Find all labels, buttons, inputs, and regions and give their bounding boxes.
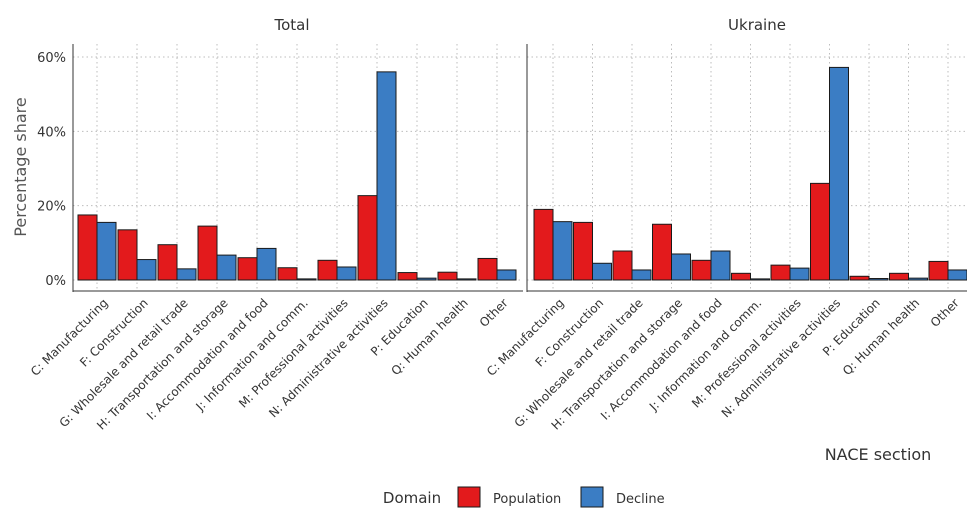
bar-decline — [457, 279, 476, 280]
bar-population — [534, 209, 553, 280]
bar-decline — [497, 270, 516, 280]
bar-decline — [948, 270, 967, 280]
bar-population — [358, 196, 377, 280]
bar-population — [78, 215, 97, 280]
bar-population — [398, 273, 417, 280]
bar-decline — [337, 267, 356, 280]
bar-population — [478, 258, 497, 280]
bar-decline — [593, 263, 612, 280]
bar-decline — [97, 222, 116, 280]
y-tick-label: 60% — [37, 51, 66, 66]
bar-decline — [869, 279, 888, 280]
bar-population — [732, 273, 751, 280]
bar-decline — [177, 269, 196, 280]
x-axis-label: NACE section — [825, 445, 932, 464]
bar-population — [278, 268, 297, 280]
bar-population — [158, 245, 177, 280]
legend-swatch-population — [458, 487, 480, 507]
x-tick-label: Q: Human health — [840, 296, 922, 378]
panel-title: Ukraine — [728, 16, 786, 34]
bar-population — [850, 276, 869, 280]
y-axis-label: Percentage share — [11, 97, 30, 236]
panel-title: Total — [273, 16, 309, 34]
bar-decline — [257, 248, 276, 280]
legend-title: Domain — [383, 489, 441, 507]
y-tick-label: 0% — [45, 274, 66, 289]
bar-decline — [377, 72, 396, 280]
bar-population — [653, 224, 672, 280]
bar-population — [574, 222, 593, 280]
legend-label: Decline — [616, 492, 665, 507]
bar-decline — [417, 278, 436, 280]
bar-population — [198, 226, 217, 280]
bar-decline — [830, 67, 849, 280]
x-tick-label: F: Construction — [77, 296, 151, 370]
bar-decline — [909, 278, 928, 280]
bar-population — [692, 260, 711, 280]
y-tick-label: 40% — [37, 125, 66, 140]
x-tick-label: Other — [477, 296, 511, 330]
bar-decline — [297, 279, 316, 280]
bar-decline — [672, 254, 691, 280]
bar-decline — [790, 268, 809, 280]
bar-population — [118, 230, 137, 280]
bar-population — [771, 265, 790, 280]
bar-decline — [711, 251, 730, 280]
bar-decline — [217, 255, 236, 280]
bar-decline — [632, 270, 651, 280]
x-tick-label: Other — [928, 296, 962, 330]
bar-population — [890, 273, 909, 280]
bar-decline — [137, 260, 156, 280]
x-tick-label: F: Construction — [533, 296, 607, 370]
bar-population — [238, 258, 257, 280]
bar-decline — [553, 222, 572, 280]
bar-population — [613, 251, 632, 280]
bar-decline — [751, 279, 770, 280]
bar-population — [811, 183, 830, 280]
bar-population — [438, 272, 457, 280]
bar-population — [929, 261, 948, 280]
bar-population — [318, 260, 337, 280]
legend-swatch-decline — [581, 487, 603, 507]
x-tick-label: Q: Human health — [388, 296, 470, 378]
y-tick-label: 20% — [37, 200, 66, 215]
legend-label: Population — [493, 492, 561, 507]
